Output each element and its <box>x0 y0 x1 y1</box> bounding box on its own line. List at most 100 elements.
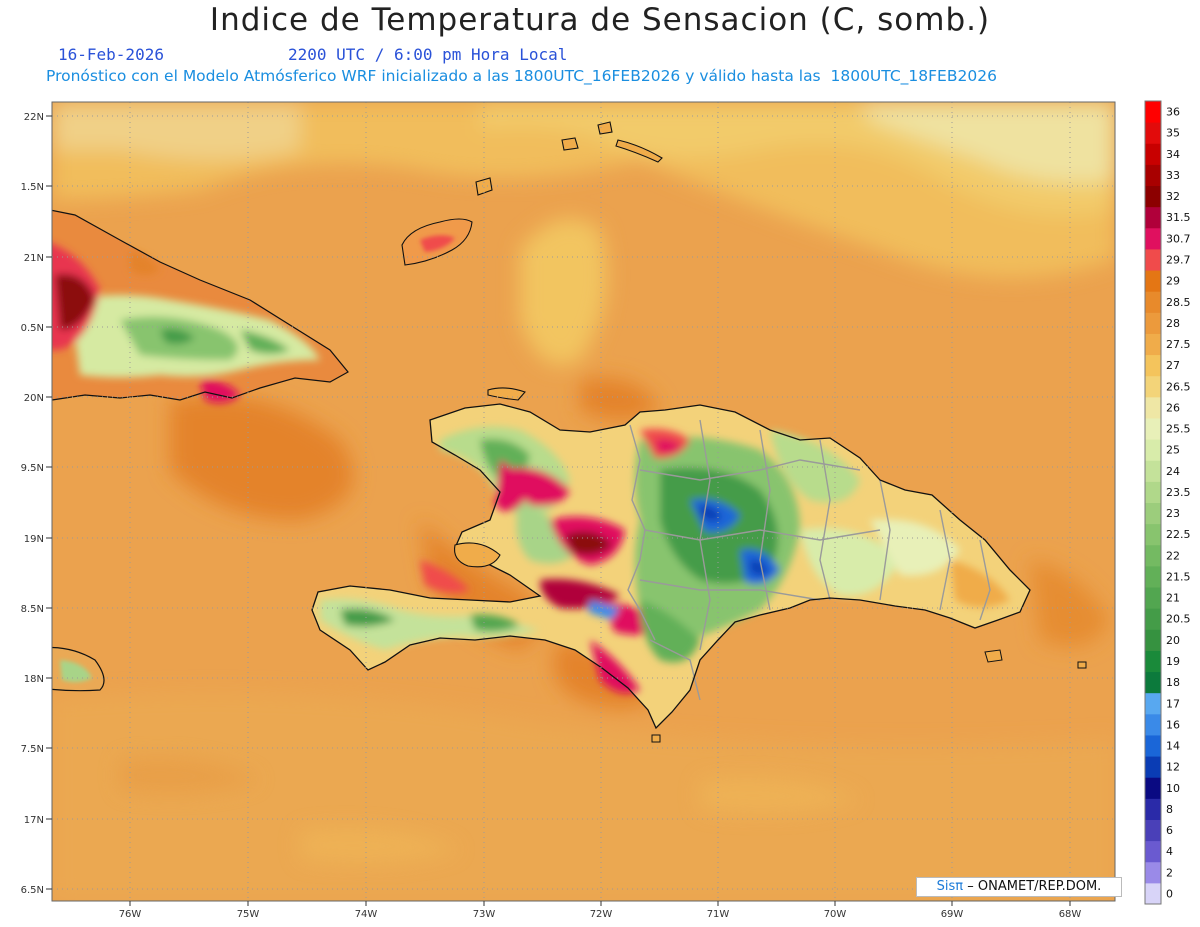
colorbar-swatch <box>1145 777 1161 799</box>
colorbar-swatch <box>1145 460 1161 482</box>
longitude-labels: 76W 75W 74W 73W 72W 71W 70W 69W 68W <box>119 909 1082 920</box>
model-info: Pronóstico con el Modelo Atmósferico WRF… <box>46 67 997 85</box>
colorbar-label: 20 <box>1166 634 1180 647</box>
colorbar-swatch <box>1145 587 1161 609</box>
lat-tick-label: 9.5N <box>21 463 44 474</box>
lat-tick-label: 21N <box>24 253 44 264</box>
colorbar-swatch <box>1145 713 1161 736</box>
colorbar-label: 31.5 <box>1166 211 1191 224</box>
colorbar-label: 4 <box>1166 845 1173 858</box>
colorbar-swatch <box>1145 396 1161 419</box>
forecast-time: 2200 UTC / 6:00 pm Hora Local <box>288 45 568 64</box>
lon-tick-label: 76W <box>119 909 142 920</box>
colorbar-swatch <box>1145 734 1161 757</box>
forecast-date: 16-Feb-2026 <box>58 45 164 64</box>
colorbar-label: 27 <box>1166 359 1180 372</box>
credit-box: Sisπ – ONAMET/REP.DOM. <box>916 877 1122 897</box>
colorbar-label: 2 <box>1166 866 1173 879</box>
colorbar-label: 12 <box>1166 761 1180 774</box>
colorbar-swatch <box>1145 333 1161 356</box>
colorbar-label: 32 <box>1166 190 1180 203</box>
colorbar-label: 26.5 <box>1166 380 1191 393</box>
colorbar-swatch <box>1145 882 1161 905</box>
lat-tick-label: 6.5N <box>21 885 44 896</box>
colorbar-label: 29.7 <box>1166 253 1191 266</box>
lat-tick-label: 7.5N <box>21 744 44 755</box>
colorbar-swatch <box>1145 248 1161 271</box>
lon-tick-label: 75W <box>237 909 260 920</box>
colorbar-label: 0 <box>1166 887 1173 900</box>
lon-tick-label: 73W <box>473 909 496 920</box>
plot-frame <box>51 101 1116 902</box>
colorbar-label: 25 <box>1166 444 1180 457</box>
colorbar-label: 20.5 <box>1166 613 1191 626</box>
colorbar-swatch <box>1145 819 1161 842</box>
colorbar-label: 6 <box>1166 824 1173 837</box>
colorbar-swatch <box>1145 629 1161 651</box>
colorbar-label: 18 <box>1166 676 1180 689</box>
lat-tick-label: 22N <box>24 112 44 123</box>
lat-tick-label: 18N <box>24 674 44 685</box>
colorbar-label: 21.5 <box>1166 570 1191 583</box>
colorbar-swatch <box>1145 523 1161 546</box>
colorbar-label: 16 <box>1166 718 1180 731</box>
colorbar-label: 25.5 <box>1166 423 1191 436</box>
map-title: Indice de Temperatura de Sensacion (C, s… <box>209 2 991 38</box>
colorbar-swatch <box>1145 650 1161 673</box>
colorbar-label: 23.5 <box>1166 486 1191 499</box>
province-boundaries <box>627 419 991 701</box>
colorbar-label: 35 <box>1166 127 1180 140</box>
lon-tick-label: 74W <box>355 909 378 920</box>
credit-text: – ONAMET/REP.DOM. <box>967 879 1102 894</box>
colorbar-label: 23 <box>1166 507 1180 520</box>
colorbar-swatch <box>1145 756 1161 778</box>
colorbar-label: 8 <box>1166 803 1173 816</box>
lon-tick-label: 70W <box>824 909 847 920</box>
lon-tick-label: 69W <box>941 909 964 920</box>
lat-tick-label: 19N <box>24 534 44 545</box>
colorbar-label: 33 <box>1166 169 1180 182</box>
latitude-labels: 22N 1.5N 21N 0.5N 20N 9.5N 19N 8.5N 18N … <box>21 112 44 896</box>
colorbar-swatch <box>1145 565 1161 588</box>
colorbar-label: 17 <box>1166 697 1180 710</box>
colorbar-swatch <box>1145 481 1161 503</box>
colorbar-swatch <box>1145 439 1161 461</box>
lon-tick-label: 68W <box>1059 909 1082 920</box>
colorbar-swatch <box>1145 354 1161 377</box>
colorbar-swatch <box>1145 692 1161 715</box>
colorbar-swatch <box>1145 417 1161 440</box>
colorbar-swatch <box>1145 671 1161 694</box>
colorbar-label: 26 <box>1166 401 1180 414</box>
colorbar-swatch <box>1145 608 1161 630</box>
jamaica-landmass <box>52 646 105 692</box>
colorbar-label: 28 <box>1166 317 1180 330</box>
credit-brand: Sisπ <box>936 879 964 894</box>
colorbar-label: 28.5 <box>1166 296 1191 309</box>
colorbar-swatch <box>1145 375 1161 398</box>
color-scale-legend: 363534333231.530.729.72928.52827.52726.5… <box>1144 100 1191 905</box>
colorbar-label: 22.5 <box>1166 528 1191 541</box>
colorbar-swatch <box>1145 206 1161 229</box>
colorbar-label: 24 <box>1166 465 1180 478</box>
colorbar-swatch <box>1145 861 1161 884</box>
colorbar-swatch <box>1145 312 1161 334</box>
colorbar-frame <box>1144 100 1162 905</box>
lat-tick-label: 8.5N <box>21 604 44 615</box>
colorbar-swatch <box>1145 227 1161 250</box>
colorbar-label: 10 <box>1166 782 1180 795</box>
cuba-landmass <box>52 209 349 404</box>
lon-tick-label: 72W <box>590 909 613 920</box>
forecast-date-time-line: 16-Feb-2026 2200 UTC / 6:00 pm Hora Local <box>58 45 567 64</box>
colorbar-label: 36 <box>1166 106 1180 119</box>
colorbar-label: 27.5 <box>1166 338 1191 351</box>
axis-tick-marks <box>46 115 1071 906</box>
lon-tick-label: 71W <box>707 909 730 920</box>
colorbar-swatch <box>1145 291 1161 313</box>
lat-tick-label: 0.5N <box>21 323 44 334</box>
colorbar-swatch <box>1145 798 1161 820</box>
colorbar-label: 14 <box>1166 740 1180 753</box>
bahamas-islands <box>401 121 663 401</box>
colorbar-swatch <box>1145 164 1161 187</box>
colorbar-label: 21 <box>1166 592 1180 605</box>
